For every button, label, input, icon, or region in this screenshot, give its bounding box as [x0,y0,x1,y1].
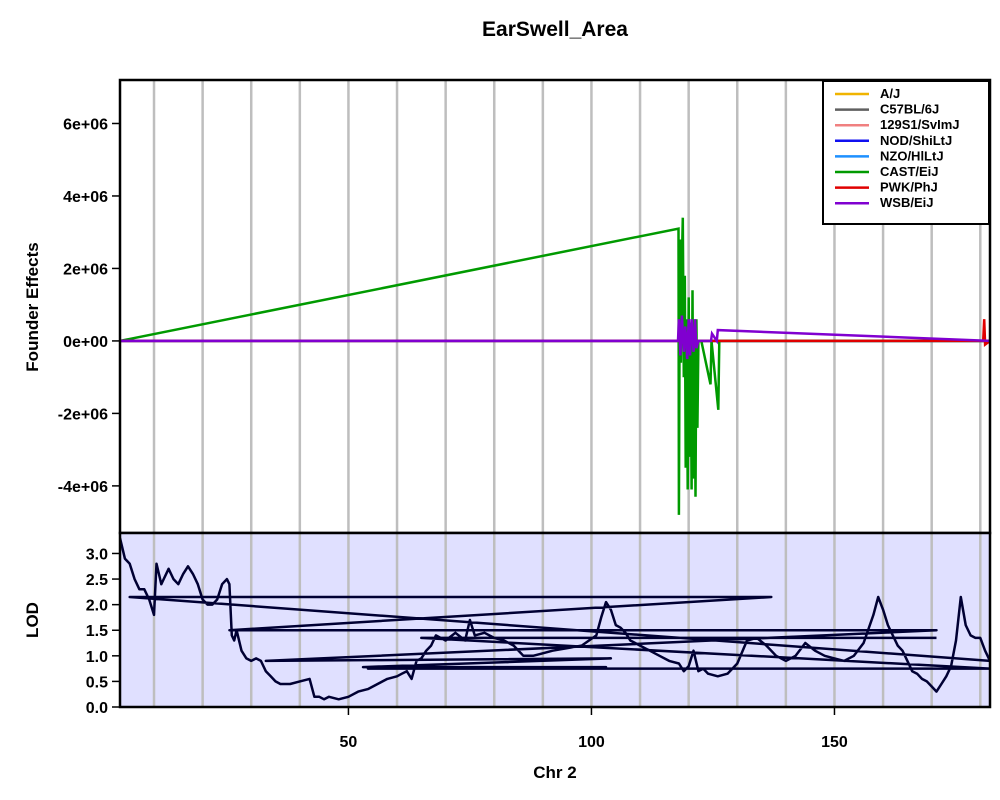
x-tick-label: 150 [821,734,848,751]
lod-panel: 0.0 0.5 1.0 1.5 2.0 2.5 3.0 50 100 150 [86,531,992,751]
legend-box [822,80,990,225]
series-line-wsb-eij [120,315,990,360]
legend-label: WSB/EiJ [880,195,933,210]
y-tick-label: 6e+06 [63,116,108,133]
y-tick-label: 0e+00 [63,334,108,351]
founder-effects-axis-label: Founder Effects [23,242,42,371]
y-tick-label: 4e+06 [63,189,108,206]
legend-label: C57BL/6J [880,102,939,117]
x-tick-label: 50 [340,734,358,751]
y-tick-label: -2e+06 [58,406,108,423]
founder-effects-panel: 6e+06 4e+06 2e+06 0e+00 -2e+06 -4e+06 [58,78,992,535]
y-tick-label: 2.0 [86,598,108,615]
lod-axis-label: LOD [23,602,42,638]
lod-curve [120,537,990,701]
y-tick-label: 1.5 [86,623,108,640]
legend-label: A/J [880,86,900,101]
y-tick-label: 3.0 [86,546,108,563]
y-tick-label: 0.5 [86,674,108,691]
legend-label: CAST/EiJ [880,164,939,179]
chart-title: EarSwell_Area [482,18,628,41]
legend-label: NZO/HlLtJ [880,148,944,163]
legend: A/JC57BL/6J129S1/SvImJNOD/ShiLtJNZO/HlLt… [822,80,990,225]
chromosome-axis-label: Chr 2 [533,763,576,782]
legend-label: PWK/PhJ [880,180,938,195]
y-tick-label: 1.0 [86,649,108,666]
y-tick-label: 0.0 [86,700,108,717]
legend-label: NOD/ShiLtJ [880,133,952,148]
x-tick-label: 100 [578,734,605,751]
y-tick-label: -4e+06 [58,479,108,496]
y-tick-label: 2.5 [86,572,108,589]
lod-panel-frame [118,531,992,709]
lod-panel-background [120,533,990,707]
y-tick-label: 2e+06 [63,261,108,278]
legend-label: 129S1/SvImJ [880,117,960,132]
